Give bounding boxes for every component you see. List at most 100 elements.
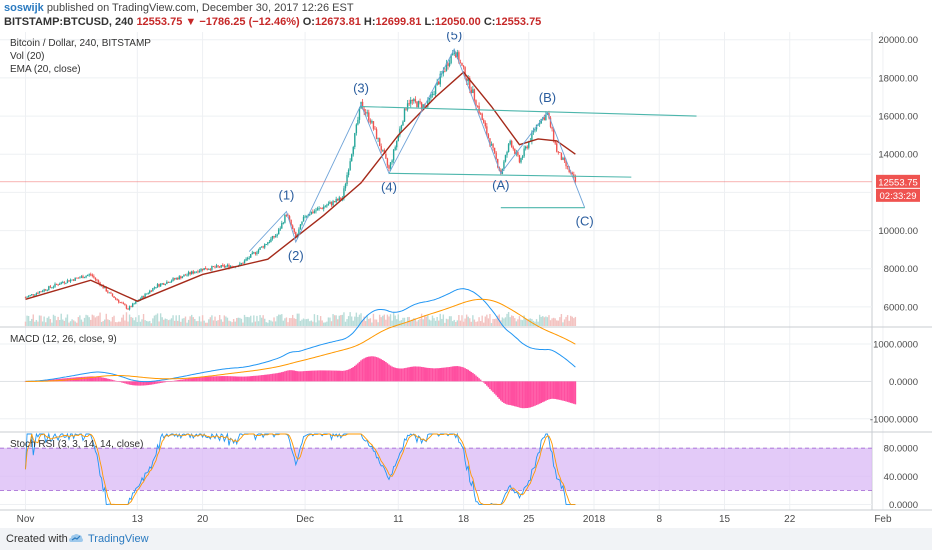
candle-body <box>277 229 280 235</box>
macd-histogram-bar <box>335 370 337 382</box>
macd-histogram-bar <box>302 371 305 382</box>
macd-histogram-bar <box>152 381 154 385</box>
volume-bar <box>256 315 258 326</box>
candle-body <box>363 109 365 113</box>
macd-histogram-bar <box>562 381 564 401</box>
volume-bar <box>332 314 334 326</box>
volume-bar <box>79 315 81 326</box>
price-tag-label: 12553.75 <box>878 177 918 188</box>
volume-bar <box>183 318 185 326</box>
candle-body <box>181 276 184 279</box>
volume-bar <box>74 321 76 326</box>
candle-body <box>178 276 180 280</box>
candle-body <box>326 205 328 207</box>
candle-body <box>270 238 272 242</box>
candle-body <box>161 283 163 285</box>
macd-histogram-bar <box>406 367 409 382</box>
volume-bar <box>29 320 31 326</box>
x-tick-label: 25 <box>523 514 535 525</box>
macd-histogram-bar <box>444 367 446 382</box>
macd-histogram-bar <box>374 356 376 382</box>
candle-body <box>509 140 511 145</box>
volume-bar <box>506 313 508 326</box>
volume-bar <box>378 314 381 326</box>
candle-body <box>274 235 277 238</box>
candle-body <box>104 287 106 289</box>
volume-bar <box>338 315 340 326</box>
candle-body <box>386 158 389 166</box>
candle-body <box>105 287 107 292</box>
candle-body <box>355 124 358 134</box>
tradingview-link[interactable]: TradingView <box>88 533 149 545</box>
macd-histogram-bar <box>263 374 266 382</box>
candle-body <box>534 129 536 131</box>
macd-histogram-bar <box>304 371 306 382</box>
macd-histogram-bar <box>324 370 327 382</box>
candle-body <box>445 63 448 72</box>
candle-body <box>562 157 564 160</box>
volume-bar <box>455 322 457 326</box>
volume-bar <box>49 319 52 326</box>
candle-body <box>332 201 334 206</box>
volume-bar <box>442 314 445 326</box>
author-link[interactable]: soswijk <box>4 2 44 14</box>
chart-canvas[interactable]: Nov 13 20 Dec 11 18 25 2018 8 15 22 Feb 6000.00 8000.… <box>0 32 932 528</box>
macd-histogram-bar <box>229 376 232 382</box>
volume-bar <box>486 314 488 326</box>
symbol-info: BITSTAMP:BTCUSD, 240 12553.75 ▼ −1786.25… <box>4 16 541 28</box>
macd-histogram-bar <box>423 367 426 382</box>
candle-body <box>225 266 227 268</box>
macd-histogram-bar <box>147 381 150 386</box>
volume-bar <box>424 315 426 326</box>
macd-histogram-bar <box>503 381 505 403</box>
macd-histogram-bar <box>99 377 101 382</box>
candle-body <box>335 198 337 203</box>
volume-bar <box>540 316 542 326</box>
close-value: 12553.75 <box>495 16 542 28</box>
candle-body <box>514 148 516 154</box>
candle-body <box>312 211 314 213</box>
volume-bar <box>377 322 379 326</box>
macd-histogram-bar <box>492 381 494 393</box>
macd-histogram-bar <box>265 374 268 382</box>
candle-body <box>68 280 70 282</box>
macd-histogram-bar <box>187 378 190 382</box>
volume-bar <box>153 315 156 326</box>
volume-bar <box>304 319 306 326</box>
volume-bar <box>340 315 342 326</box>
volume-bar <box>124 320 126 326</box>
volume-bar <box>323 322 325 326</box>
volume-bar <box>262 315 264 326</box>
close-label: C: <box>483 16 496 28</box>
macd-histogram-bar <box>573 381 575 404</box>
volume-bar <box>520 319 522 326</box>
stoch-d-line <box>25 433 576 505</box>
candle-body <box>400 125 403 129</box>
macd-histogram-bar <box>343 370 345 382</box>
volume-bar <box>437 320 440 326</box>
volume-bar <box>405 322 407 326</box>
candle-body <box>399 128 401 136</box>
candle-body <box>170 280 173 283</box>
volume-bar <box>490 323 493 326</box>
macd-histogram-bar <box>555 381 558 400</box>
wave-label: (A) <box>492 177 509 192</box>
volume-bar <box>472 315 474 326</box>
candle-body <box>150 290 153 292</box>
candle-body <box>428 97 431 100</box>
candle-body <box>257 249 260 253</box>
candle-body <box>406 103 409 110</box>
macd-histogram-bar <box>24 381 27 382</box>
macd-histogram-bar <box>427 367 429 382</box>
macd-histogram-bar <box>221 376 224 382</box>
macd-histogram-bar <box>402 368 404 382</box>
volume-bar <box>152 318 154 326</box>
macd-histogram-bar <box>200 377 202 382</box>
volume-bar <box>363 316 365 326</box>
volume-bar <box>546 317 549 326</box>
volume-bar <box>310 320 313 326</box>
macd-histogram-bar <box>473 374 476 382</box>
candle-body <box>38 291 41 294</box>
volume-bar <box>542 316 544 326</box>
volume-bar <box>420 313 423 326</box>
